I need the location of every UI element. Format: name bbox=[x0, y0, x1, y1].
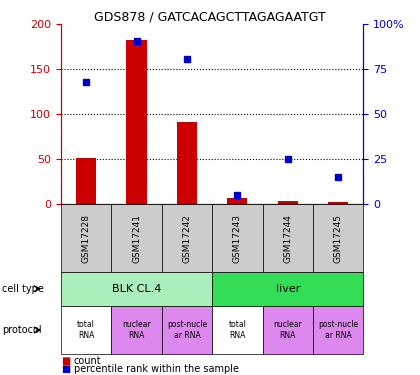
Text: count: count bbox=[74, 356, 101, 366]
Text: ■: ■ bbox=[61, 356, 70, 366]
Text: GSM17244: GSM17244 bbox=[283, 214, 292, 262]
Text: GSM17242: GSM17242 bbox=[182, 214, 192, 262]
Bar bbox=[126, 40, 147, 204]
Text: BLK CL.4: BLK CL.4 bbox=[112, 284, 161, 294]
Text: GSM17228: GSM17228 bbox=[81, 214, 91, 262]
Text: total
RNA: total RNA bbox=[228, 320, 246, 340]
Text: cell type: cell type bbox=[2, 284, 44, 294]
Text: GSM17245: GSM17245 bbox=[333, 214, 343, 262]
Bar bbox=[328, 202, 348, 204]
Text: post-nucle
ar RNA: post-nucle ar RNA bbox=[167, 320, 207, 340]
Text: protocol: protocol bbox=[2, 325, 42, 335]
Text: percentile rank within the sample: percentile rank within the sample bbox=[74, 364, 239, 374]
Text: GDS878 / GATCACAGCTTAGAGAATGT: GDS878 / GATCACAGCTTAGAGAATGT bbox=[94, 10, 326, 24]
Text: post-nucle
ar RNA: post-nucle ar RNA bbox=[318, 320, 358, 340]
Bar bbox=[227, 198, 247, 204]
Text: nuclear
RNA: nuclear RNA bbox=[273, 320, 302, 340]
Bar bbox=[278, 201, 298, 204]
Text: liver: liver bbox=[276, 284, 300, 294]
Text: GSM17241: GSM17241 bbox=[132, 214, 141, 262]
Text: ■: ■ bbox=[61, 364, 70, 374]
Text: nuclear
RNA: nuclear RNA bbox=[122, 320, 151, 340]
Text: GSM17243: GSM17243 bbox=[233, 214, 242, 262]
Text: total
RNA: total RNA bbox=[77, 320, 95, 340]
Bar bbox=[76, 158, 96, 204]
Bar bbox=[177, 122, 197, 204]
